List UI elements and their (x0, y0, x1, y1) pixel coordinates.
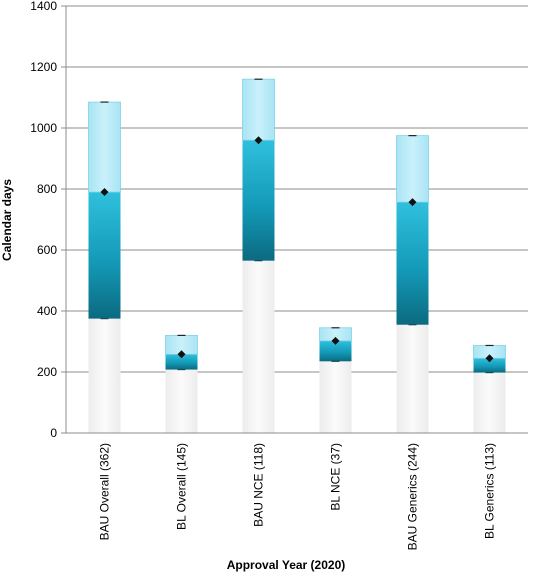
bar-upper-box (396, 135, 429, 203)
bar-lower-box (319, 340, 352, 362)
y-tick-label: 200 (37, 365, 57, 379)
x-tick-label: BAU Overall (362) (98, 443, 112, 540)
bar-base (165, 369, 198, 433)
y-tick-label: 0 (50, 426, 57, 440)
x-tick-label: BAU Generics (244) (406, 443, 420, 550)
bars (88, 78, 506, 433)
median-marker (485, 354, 494, 363)
y-tick-label: 800 (37, 182, 57, 196)
x-tick-label: BL NCE (37) (329, 443, 343, 511)
y-axis-title: Calendar days (0, 179, 14, 261)
y-tick-label: 1200 (30, 60, 57, 74)
bar-group (88, 101, 121, 433)
bar-group (319, 327, 352, 433)
median-marker (408, 198, 417, 207)
bar-base (88, 318, 121, 433)
bar-group (473, 344, 506, 433)
x-tick-label: BL Overall (145) (175, 443, 189, 530)
bar-upper-box (88, 101, 121, 193)
bar-lower-box (165, 354, 198, 370)
median-marker (100, 188, 109, 197)
median-marker (177, 350, 186, 359)
tick-labels: 0 200 400 600 800 1000 1200 1400 BAU Overall (36… (30, 0, 496, 550)
y-tick-label: 600 (37, 243, 57, 257)
bar-group (165, 334, 198, 433)
bar-lower-box (473, 358, 506, 373)
axes (61, 5, 528, 434)
y-tick-label: 1000 (30, 121, 57, 135)
gridlines (66, 5, 528, 434)
y-tick-label: 400 (37, 304, 57, 318)
median-marker (254, 136, 263, 145)
bar-lower-box (88, 192, 121, 319)
median-marker (331, 336, 340, 345)
y-tick-label: 1400 (30, 0, 57, 13)
bar-lower-box (396, 202, 429, 325)
bar-base (319, 361, 352, 433)
x-tick-label: BL Generics (113) (483, 443, 497, 539)
bar-upper-box (242, 78, 275, 141)
x-tick-label: BAU NCE (118) (252, 443, 266, 527)
bar-group (242, 78, 275, 433)
bar-group (396, 135, 429, 433)
bar-base (396, 324, 429, 433)
x-axis-title: Approval Year (2020) (227, 558, 346, 572)
bar-base (473, 372, 506, 433)
bar-lower-box (242, 140, 275, 261)
bar-base (242, 260, 275, 433)
